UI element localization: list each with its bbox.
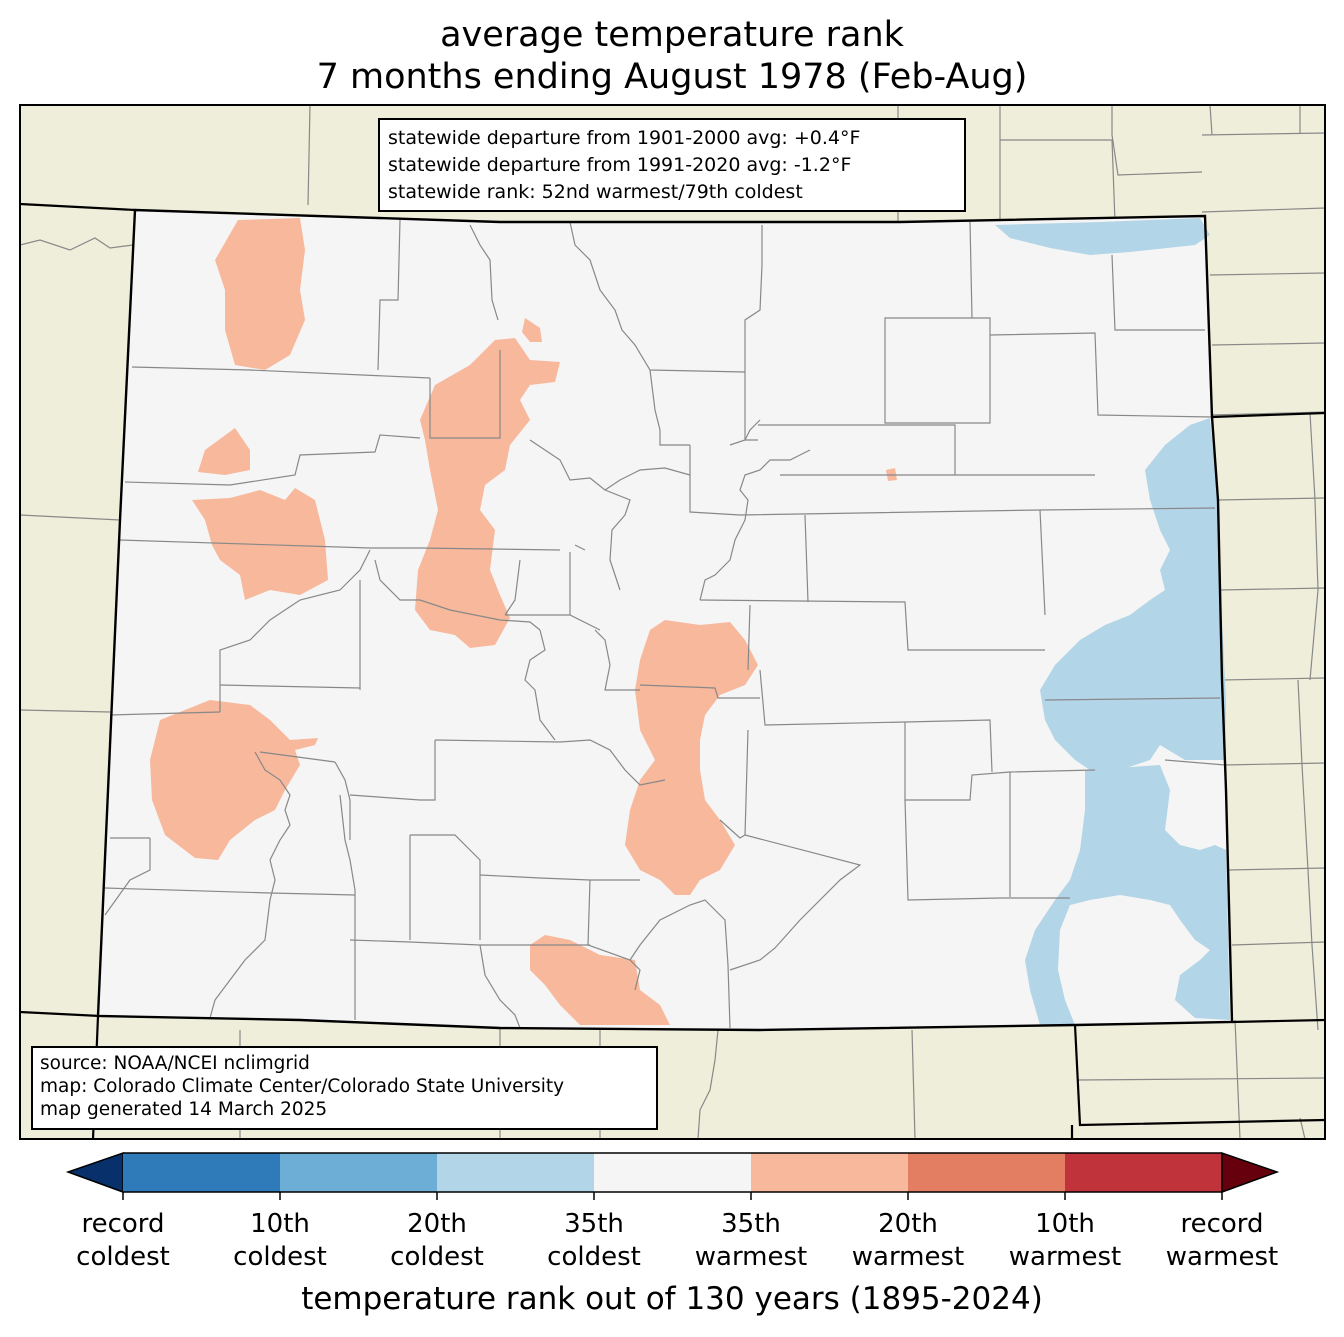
departure-1991-2020: statewide departure from 1991-2020 avg: … [388,154,852,176]
map-credit-line: map: Colorado Climate Center/Colorado St… [40,1076,565,1097]
legend-tick-10th-warmest: 10th warmest [1008,1209,1122,1272]
colorbar-segment-35th-20th-warmest [751,1153,908,1192]
colorado-county-lines [104,219,1226,1029]
colorbar-segment-record-10th-coldest [123,1153,280,1192]
colorbar [65,1151,1280,1200]
colorbar-extend-warm [1221,1151,1280,1194]
neighbor-county-lines [19,104,1326,1140]
legend-axis-title: temperature rank out of 130 years (1895-… [301,1281,1043,1317]
map-generated-line: map generated 14 March 2025 [40,1099,328,1120]
statewide-stats-box: statewide departure from 1901-2000 avg: … [378,118,966,212]
cold-anomaly-regions [995,218,1230,1025]
legend-tick-35th-coldest: 35th coldest [547,1209,641,1272]
source-line: source: NOAA/NCEI nclimgrid [40,1053,310,1074]
legend-tick-record-warmest: record warmest [1165,1209,1279,1272]
colorbar-segment-20th-35th-coldest [437,1153,594,1192]
colorbar-segment-10th-20th-coldest [280,1153,437,1192]
legend-tick-35th-warmest: 35th warmest [694,1209,808,1272]
legend-tick-record-coldest: record coldest [76,1209,170,1272]
map-frame [19,104,1326,1140]
legend-tick-20th-coldest: 20th coldest [390,1209,484,1272]
title-line-1: average temperature rank [440,15,904,55]
legend-tick-20th-warmest: 20th warmest [851,1209,965,1272]
statewide-rank: statewide rank: 52nd warmest/79th coldes… [388,181,803,203]
colorbar-extend-cold [65,1151,124,1194]
title-line-2: 7 months ending August 1978 (Feb-Aug) [316,57,1028,97]
colorado-boundary [96,208,1234,1032]
colorbar-segment-near-normal [594,1153,751,1192]
departure-1901-2000: statewide departure from 1901-2000 avg: … [388,127,861,149]
legend-tick-10th-coldest: 10th coldest [233,1209,327,1272]
colorbar-segment-10th-record-warmest [1065,1153,1222,1192]
colorbar-segment-20th-10th-warmest [908,1153,1065,1192]
page-title: average temperature rank 7 months ending… [0,14,1344,98]
source-box: source: NOAA/NCEI nclimgrid map: Colorad… [31,1046,658,1130]
